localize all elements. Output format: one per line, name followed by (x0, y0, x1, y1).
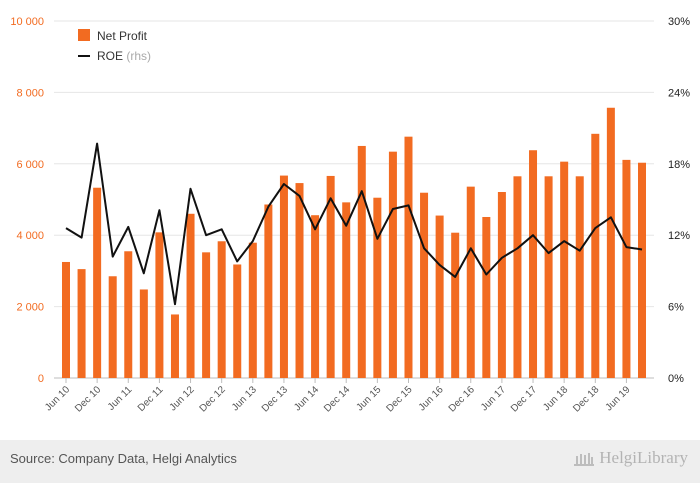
net-profit-bar (482, 216, 491, 378)
net-profit-bar (62, 261, 70, 378)
net-profit-bar (435, 215, 444, 378)
x-tick-label: Jun 10 (43, 384, 72, 413)
legend: Net Profit ROE (rhs) (78, 29, 151, 63)
net-profit-bar (108, 276, 117, 378)
net-profit-bar (217, 241, 226, 378)
x-tick-label: Dec 16 (447, 384, 477, 414)
y-left-tick-label: 10 000 (10, 16, 44, 28)
x-axis: Jun 10 Dec 10 Jun 11 Dec 11 Jun 12 Dec 12 Jun … (43, 378, 633, 415)
footer-bar (0, 440, 700, 483)
x-tick-label: Dec 17 (509, 384, 539, 414)
net-profit-bar (544, 176, 553, 378)
net-profit-bar (202, 252, 211, 378)
x-tick-label: Jun 15 (354, 384, 383, 413)
roe-line-path (65, 142, 643, 306)
y-right-tick-label: 24% (668, 87, 690, 99)
x-tick-label: Dec 13 (260, 384, 290, 414)
net-profit-bar (497, 192, 506, 378)
net-profit-bar (622, 159, 631, 378)
x-tick-label: Jun 16 (417, 384, 446, 413)
x-tick-label: Dec 12 (198, 384, 228, 414)
chart-area: 0 2 000 4 000 6 000 8 000 10 000 0% 6% 12% 18% 24… (10, 16, 690, 415)
y-right-tick-label: 30% (668, 16, 690, 28)
legend-label-net-profit: Net Profit (97, 29, 148, 43)
net-profit-bar (560, 161, 569, 378)
y-right-tick-label: 18% (668, 159, 690, 171)
x-tick-label: Jun 18 (541, 384, 570, 413)
net-profit-bar (451, 232, 460, 378)
net-profit-bar (342, 202, 351, 378)
legend-label-roe-suffix: (rhs) (126, 49, 151, 63)
net-profit-bar (311, 215, 320, 378)
y-right-tick-label: 6% (668, 302, 684, 314)
y-right-tick-label: 12% (668, 230, 690, 242)
net-profit-bar (420, 192, 429, 378)
source-note: Source: Company Data, Helgi Analytics (10, 451, 237, 466)
net-profit-bar (233, 264, 242, 378)
net-profit-bar (591, 133, 600, 378)
net-profit-bar (404, 136, 413, 378)
x-tick-label: Jun 19 (604, 384, 633, 413)
x-tick-label: Jun 12 (168, 384, 197, 413)
net-profit-bar (186, 213, 195, 378)
x-tick-label: Jun 11 (106, 384, 135, 413)
x-tick-label: Dec 15 (384, 384, 414, 414)
net-profit-bar (529, 150, 538, 378)
net-profit-bar (388, 151, 397, 378)
y-left-tick-label: 6 000 (16, 159, 44, 171)
net-profit-bar (77, 269, 86, 378)
net-profit-bar (606, 107, 615, 378)
y-left-tick-label: 2 000 (16, 302, 44, 314)
y-left-tick-label: 8 000 (16, 87, 44, 99)
legend-label-roe: ROE (rhs) (97, 49, 151, 63)
net-profit-bars (62, 107, 646, 378)
library-icon (574, 453, 595, 466)
net-profit-bar (264, 204, 273, 378)
brand-name: HelgiLibrary (599, 448, 688, 467)
x-tick-label: Dec 11 (136, 384, 166, 414)
x-tick-label: Dec 14 (322, 384, 352, 414)
net-profit-bar (295, 183, 304, 378)
net-profit-bar (513, 176, 522, 378)
net-profit-bar (466, 186, 475, 378)
y-right-tick-label: 0% (668, 373, 684, 385)
x-tick-label: Jun 17 (479, 384, 508, 413)
net-profit-bar (357, 145, 366, 378)
net-profit-bar (373, 197, 382, 378)
y-left-tick-label: 0 (38, 373, 44, 385)
x-tick-label: Jun 13 (230, 384, 259, 413)
net-profit-bar (279, 175, 288, 378)
x-tick-label: Dec 18 (571, 384, 601, 414)
y-axis-left: 0 2 000 4 000 6 000 8 000 10 000 (10, 16, 44, 385)
net-profit-bar (139, 289, 148, 378)
y-left-tick-label: 4 000 (16, 230, 44, 242)
brand-logo: HelgiLibrary (573, 448, 688, 468)
roe-line (65, 142, 643, 306)
net-profit-bar (124, 251, 133, 378)
net-profit-bar (575, 176, 584, 378)
net-profit-bar (248, 242, 257, 378)
net-profit-bar (170, 314, 179, 378)
x-tick-label: Jun 14 (292, 384, 321, 413)
net-profit-bar (638, 162, 646, 378)
net-profit-bar (93, 187, 102, 378)
x-tick-label: Dec 10 (73, 384, 103, 414)
legend-swatch-net-profit (78, 29, 90, 41)
net-profit-bar (326, 175, 335, 378)
net-profit-bar (155, 232, 164, 378)
y-axis-right: 0% 6% 12% 18% 24% 30% (668, 16, 690, 385)
